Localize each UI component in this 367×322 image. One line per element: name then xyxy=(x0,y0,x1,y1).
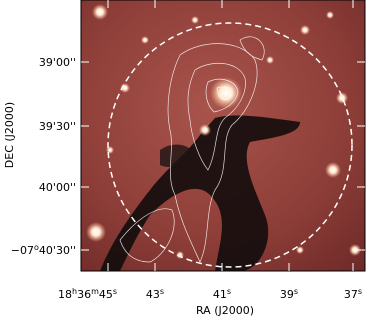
tick-label-superscript: s xyxy=(294,287,298,296)
tick-label-part: 37 xyxy=(344,288,358,301)
tick-marks xyxy=(81,0,365,271)
x-tick-label: 18h36m45s xyxy=(58,287,117,302)
sky-image xyxy=(81,0,365,271)
y-tick-label: −07o40'30'' xyxy=(11,243,76,258)
x-tick-label: 37s xyxy=(344,287,362,302)
x-tick-label: 41s xyxy=(213,287,231,302)
tick-label-part: 39'30'' xyxy=(39,120,76,133)
tick-label-part: 43 xyxy=(146,288,160,301)
tick-label-part: 40'00'' xyxy=(39,181,76,194)
tick-label-part: 39'00'' xyxy=(39,56,76,69)
y-axis-label: DEC (J2000) xyxy=(3,102,16,168)
plot-frame xyxy=(80,0,366,272)
y-tick-label: 39'00'' xyxy=(39,56,76,69)
x-axis-label: RA (J2000) xyxy=(196,304,254,317)
tick-label-superscript: s xyxy=(227,287,231,296)
x-tick-label: 39s xyxy=(280,287,298,302)
tick-label-part: 40'30'' xyxy=(39,244,76,257)
x-tick-label: 43s xyxy=(146,287,164,302)
tick-label-part: 39 xyxy=(280,288,294,301)
tick-label-superscript: s xyxy=(358,287,362,296)
tick-label-part: −07 xyxy=(11,244,34,257)
tick-label-part: 18 xyxy=(58,288,72,301)
tick-label-part: 41 xyxy=(213,288,227,301)
tick-label-superscript: s xyxy=(113,287,117,296)
tick-label-superscript: h xyxy=(72,287,77,296)
tick-label-superscript: o xyxy=(34,243,39,252)
y-tick-label: 40'00'' xyxy=(39,181,76,194)
tick-label-superscript: m xyxy=(91,287,99,296)
tick-label-superscript: s xyxy=(160,287,164,296)
tick-label-part: 36 xyxy=(77,288,91,301)
tick-label-part: 45 xyxy=(99,288,113,301)
y-tick-label: 39'30'' xyxy=(39,120,76,133)
